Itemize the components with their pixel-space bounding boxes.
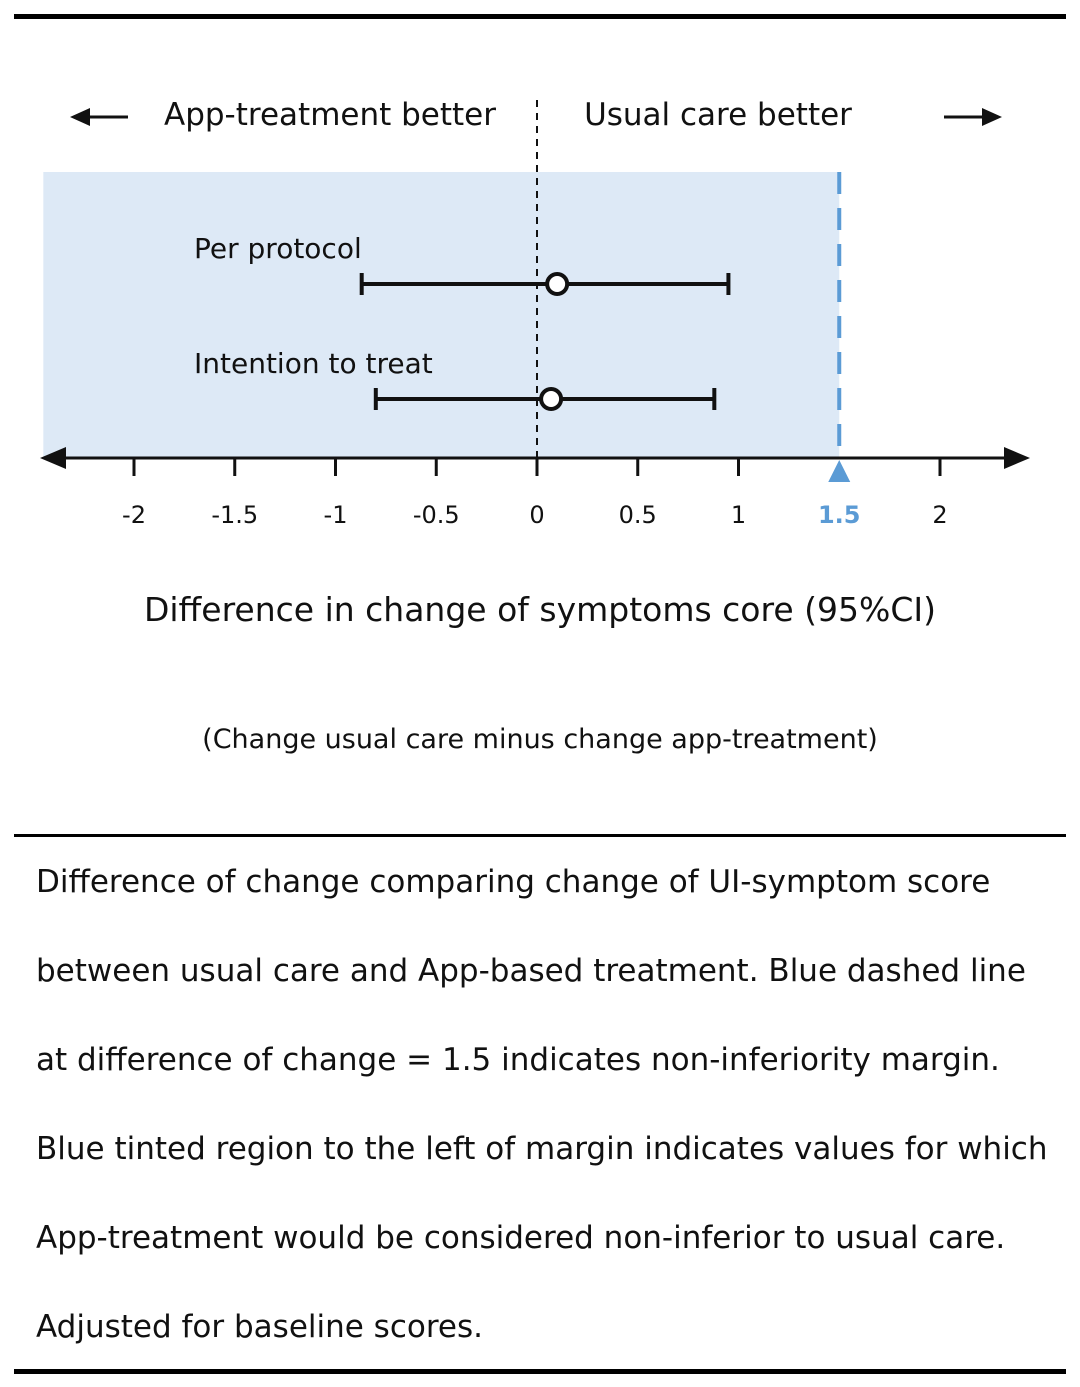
middle-rule <box>14 834 1066 837</box>
estimate-row: Per protocol <box>194 232 731 296</box>
axis-left-arrow-icon <box>40 447 66 469</box>
point-estimate <box>539 387 564 411</box>
x-axis-note: (Change usual care minus change app-trea… <box>202 724 878 755</box>
row-label: Per protocol <box>194 232 362 265</box>
x-tick-label: 0.5 <box>619 501 657 529</box>
margin-tick-label: 1.5 <box>818 501 861 529</box>
left-arrow-icon <box>70 108 128 126</box>
right-arrow-icon <box>944 108 1002 126</box>
bottom-rule <box>14 1369 1066 1374</box>
x-tick-label: -1.5 <box>211 501 258 529</box>
x-tick-label: 1 <box>731 501 746 529</box>
row-label: Intention to treat <box>194 347 433 380</box>
x-tick-label: 0 <box>529 501 544 529</box>
forest-plot: App-treatment better Usual care better -… <box>40 97 1030 755</box>
x-tick-label: -2 <box>122 501 146 529</box>
point-estimate <box>545 272 570 296</box>
x-axis: -2 -1.5 -1 -0.5 0 0.5 1 1.5 2 <box>40 447 1030 529</box>
figure-caption: Difference of change comparing change of… <box>36 864 1048 1345</box>
x-tick-label: -0.5 <box>413 501 460 529</box>
x-axis-label: Difference in change of symptoms core (9… <box>144 590 936 629</box>
top-rule <box>14 14 1066 19</box>
estimates: Per protocol Intention to treat <box>194 232 731 411</box>
non-inferiority-region <box>43 172 840 458</box>
x-tick-label: -1 <box>324 501 348 529</box>
axis-right-arrow-icon <box>1004 447 1030 469</box>
header-left: App-treatment better <box>164 97 496 133</box>
header-right: Usual care better <box>584 97 852 133</box>
margin-marker-icon <box>828 460 851 482</box>
estimate-row: Intention to treat <box>194 347 717 411</box>
x-tick-label: 2 <box>932 501 947 529</box>
